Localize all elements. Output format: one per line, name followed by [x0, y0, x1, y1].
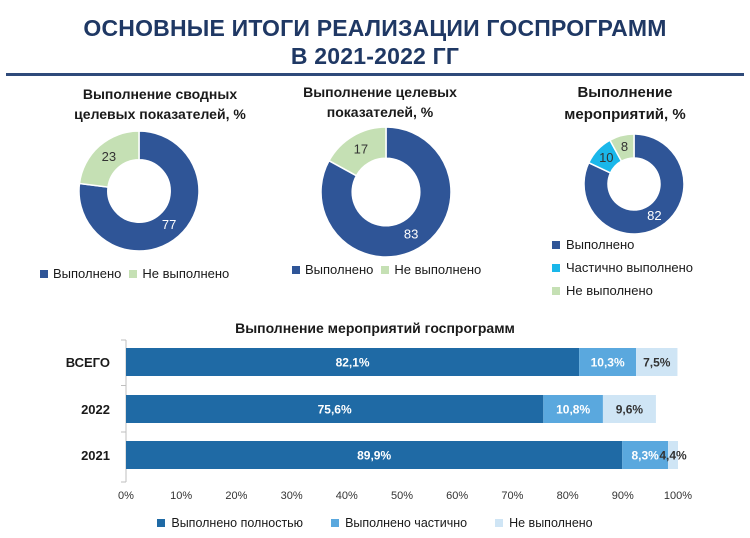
donut3-legend: Выполнено Частично выполнено Не выполнен… [552, 233, 693, 302]
x-tick-label: 60% [446, 490, 468, 502]
bar-chart-legend: Выполнено полностью Выполнено частично Н… [0, 516, 750, 530]
x-tick-label: 20% [225, 490, 247, 502]
x-tick-label: 70% [501, 490, 523, 502]
legend-label: Не выполнено [394, 262, 482, 277]
legend-item-not-done: Не выполнено [552, 279, 693, 302]
donut-slice-label-2: 8 [621, 139, 628, 154]
bar-segment [622, 441, 669, 469]
legend-swatch-partial [552, 263, 560, 272]
donut-slice-0 [78, 130, 200, 252]
legend-label: Не выполнено [509, 516, 593, 530]
donut1-legend: Выполнено Не выполнено [40, 266, 237, 281]
bar-value-label: 10,3% [591, 356, 625, 370]
bar-segment [543, 395, 603, 423]
bar-segment [126, 441, 623, 469]
bar-value-label: 82,1% [336, 356, 370, 370]
title-divider [6, 73, 744, 76]
donut-slice-label-1: 10 [599, 150, 613, 165]
legend-item-not-done: Не выполнено [495, 516, 593, 530]
donut3-title-line2: мероприятий, % [564, 106, 686, 123]
legend-item-done: Выполнено [40, 266, 121, 281]
bar-value-label: 4,4% [659, 449, 687, 463]
legend-label: Частично выполнено [566, 260, 694, 275]
category-label: ВСЕГО [66, 355, 110, 370]
bar-segment [602, 395, 656, 423]
bar-value-label: 10,8% [556, 403, 590, 417]
bar-segment [126, 348, 580, 376]
legend-item-done: Выполнено [552, 233, 693, 256]
x-tick-label: 100% [664, 490, 692, 502]
page-title: ОСНОВНЫЕ ИТОГИ РЕАЛИЗАЦИИ ГОСПРОГРАММ В … [0, 14, 750, 70]
legend-label: Не выполнено [142, 266, 230, 281]
donut1-title: Выполнение сводных целевых показателей, … [40, 84, 280, 124]
stacked-bar-chart: ВСЕГО 82,1% 10,3% 7,5% 2022 75,6% 10,8% 9,6% 202… [66, 339, 692, 502]
legend-label: Выполнено [566, 237, 635, 252]
legend-item-done: Выполнено [292, 262, 373, 277]
donut-slice-1 [328, 126, 387, 177]
bar-segment [636, 348, 678, 376]
legend-swatch-done [40, 269, 48, 278]
x-tick-label: 10% [170, 490, 192, 502]
donut2-title: Выполнение целевых показателей, % [270, 82, 490, 122]
donut2-legend: Выполнено Не выполнено [292, 262, 489, 277]
legend-item-full: Выполнено полностью [157, 516, 303, 530]
legend-swatch-not-done [381, 265, 390, 274]
page-title-line2: В 2021-2022 ГГ [290, 43, 460, 69]
legend-item-not-done: Не выполнено [129, 266, 229, 281]
legend-swatch-not-done [495, 519, 504, 527]
legend-label: Выполнено частично [345, 516, 468, 530]
donut-slice-0 [583, 133, 685, 235]
x-tick-label: 50% [391, 490, 413, 502]
donut-slice-label-0: 82 [647, 208, 661, 223]
legend-swatch-done [552, 240, 560, 249]
bar-chart-title: Выполнение мероприятий госпрограмм [235, 320, 515, 336]
legend-swatch-full [157, 519, 166, 527]
bar-segment [668, 441, 678, 469]
donut1-title-line1: Выполнение сводных [82, 86, 238, 102]
x-tick-label: 0% [118, 490, 134, 502]
x-tick-label: 90% [612, 490, 634, 502]
x-tick-label: 30% [281, 490, 303, 502]
donut-slice-0 [320, 126, 452, 258]
bar-value-label: 9,6% [616, 403, 644, 417]
category-label: 2022 [81, 402, 110, 417]
bar-value-label: 7,5% [643, 356, 671, 370]
bar-value-label: 8,3% [631, 449, 659, 463]
legend-swatch-not-done [129, 269, 138, 278]
category-label: 2021 [81, 448, 110, 463]
legend-label: Выполнено [53, 266, 122, 281]
bar-value-label: 89,9% [357, 449, 391, 463]
legend-item-partial: Выполнено частично [331, 516, 467, 530]
legend-swatch-done [292, 265, 300, 274]
legend-swatch-partial [331, 519, 340, 527]
donut-slice-label-0: 77 [162, 217, 176, 232]
donut1-title-line2: целевых показателей, % [74, 106, 246, 122]
legend-item-not-done: Не выполнено [381, 262, 481, 277]
legend-label: Не выполнено [566, 283, 653, 298]
donut3-title: Выполнение мероприятий, % [525, 82, 725, 126]
donut-chart-2: 83 17 [320, 126, 452, 258]
donut3-title-line1: Выполнение [577, 84, 673, 101]
donut-slice-1 [78, 130, 140, 188]
legend-item-partial: Частично выполнено [552, 256, 693, 279]
legend-swatch-not-done [552, 286, 560, 295]
bar-value-label: 75,6% [318, 403, 352, 417]
legend-label: Выполнено [305, 262, 374, 277]
donut-chart-3: 82 10 8 [583, 133, 685, 235]
donut-slice-label-0: 83 [404, 227, 418, 242]
donut-chart-1: 77 23 [78, 130, 200, 252]
bar-segment [579, 348, 637, 376]
bar-segment [126, 395, 544, 423]
page-title-line1: ОСНОВНЫЕ ИТОГИ РЕАЛИЗАЦИИ ГОСПРОГРАММ [83, 15, 667, 41]
donut-slice-2 [608, 133, 635, 163]
donut2-title-line2: показателей, % [326, 104, 434, 120]
donut-slice-label-1: 23 [102, 149, 116, 164]
x-tick-label: 40% [336, 490, 358, 502]
x-tick-label: 80% [557, 490, 579, 502]
donut-slice-label-1: 17 [354, 141, 368, 156]
legend-label: Выполнено полностью [171, 516, 304, 530]
donut2-title-line1: Выполнение целевых [303, 84, 457, 100]
